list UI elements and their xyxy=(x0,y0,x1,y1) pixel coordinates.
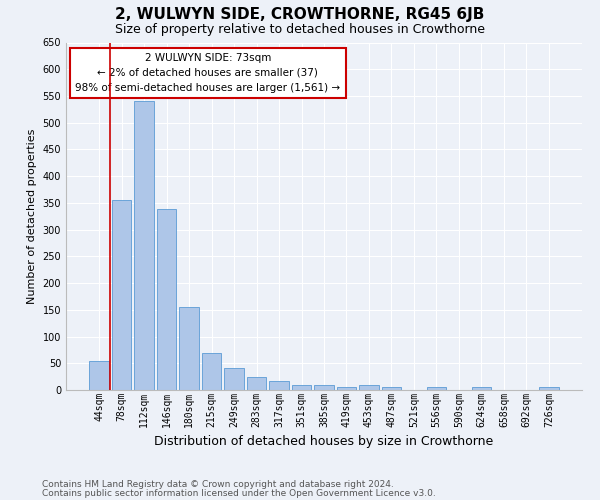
Bar xyxy=(112,200,131,390)
Bar xyxy=(539,388,559,390)
Y-axis label: Number of detached properties: Number of detached properties xyxy=(27,128,37,304)
Bar xyxy=(359,384,379,390)
X-axis label: Distribution of detached houses by size in Crowthorne: Distribution of detached houses by size … xyxy=(154,435,494,448)
Text: Contains public sector information licensed under the Open Government Licence v3: Contains public sector information licen… xyxy=(42,489,436,498)
Bar xyxy=(134,102,154,390)
Bar xyxy=(247,376,266,390)
Bar xyxy=(179,307,199,390)
Text: Size of property relative to detached houses in Crowthorne: Size of property relative to detached ho… xyxy=(115,22,485,36)
Bar xyxy=(202,352,221,390)
Bar xyxy=(472,388,491,390)
Text: Contains HM Land Registry data © Crown copyright and database right 2024.: Contains HM Land Registry data © Crown c… xyxy=(42,480,394,489)
Bar xyxy=(314,384,334,390)
Text: 2 WULWYN SIDE: 73sqm
← 2% of detached houses are smaller (37)
98% of semi-detach: 2 WULWYN SIDE: 73sqm ← 2% of detached ho… xyxy=(76,53,340,92)
Bar xyxy=(224,368,244,390)
Bar xyxy=(89,360,109,390)
Text: 2, WULWYN SIDE, CROWTHORNE, RG45 6JB: 2, WULWYN SIDE, CROWTHORNE, RG45 6JB xyxy=(115,8,485,22)
Bar xyxy=(382,388,401,390)
Bar xyxy=(427,388,446,390)
Bar xyxy=(269,381,289,390)
Bar xyxy=(337,388,356,390)
Bar xyxy=(157,210,176,390)
Bar xyxy=(292,384,311,390)
